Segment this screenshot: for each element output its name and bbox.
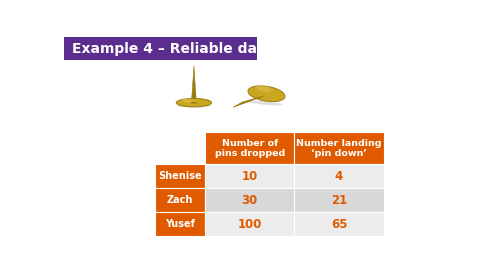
Text: 21: 21	[331, 194, 347, 207]
Ellipse shape	[246, 101, 283, 106]
Polygon shape	[233, 96, 264, 107]
Ellipse shape	[182, 99, 197, 103]
FancyBboxPatch shape	[205, 212, 294, 236]
Text: Zach: Zach	[167, 195, 193, 205]
Text: 4: 4	[335, 170, 343, 183]
FancyBboxPatch shape	[294, 132, 384, 164]
Text: Example 4 – Reliable data: Example 4 – Reliable data	[72, 42, 273, 56]
Ellipse shape	[248, 86, 285, 102]
Ellipse shape	[176, 104, 212, 108]
Text: 65: 65	[331, 218, 347, 231]
FancyBboxPatch shape	[294, 212, 384, 236]
FancyBboxPatch shape	[205, 188, 294, 212]
FancyBboxPatch shape	[205, 164, 294, 188]
Text: Yusef: Yusef	[165, 219, 195, 229]
Text: Number of
pins dropped: Number of pins dropped	[215, 139, 285, 158]
Ellipse shape	[176, 99, 212, 107]
FancyBboxPatch shape	[155, 164, 205, 188]
FancyBboxPatch shape	[205, 132, 294, 164]
Polygon shape	[192, 66, 196, 99]
Text: 10: 10	[241, 170, 258, 183]
Text: 100: 100	[238, 218, 262, 231]
Text: 30: 30	[241, 194, 258, 207]
Text: Shenise: Shenise	[158, 171, 202, 181]
Text: Number landing
‘pin down’: Number landing ‘pin down’	[296, 139, 382, 158]
FancyBboxPatch shape	[155, 212, 205, 236]
FancyBboxPatch shape	[64, 36, 257, 60]
FancyBboxPatch shape	[155, 188, 205, 212]
FancyBboxPatch shape	[294, 164, 384, 188]
Ellipse shape	[256, 85, 272, 92]
Ellipse shape	[191, 102, 197, 104]
FancyBboxPatch shape	[294, 188, 384, 212]
